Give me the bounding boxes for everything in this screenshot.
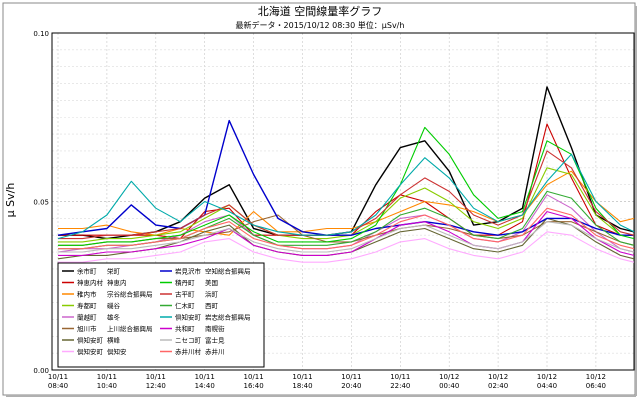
plot-area — [51, 32, 635, 371]
x-tick-labels: 10/1108:4010/1110:4010/1112:4010/1114:40… — [48, 373, 606, 390]
x-tick-time: 06:40 — [586, 382, 606, 390]
legend-town: 倶知安町 — [77, 336, 104, 345]
x-tick-date: 10/11 — [195, 373, 215, 381]
legend-town: 倶知安町 — [175, 313, 202, 322]
series-group — [57, 86, 635, 263]
x-tick-date: 10/11 — [341, 373, 361, 381]
legend-town: 古平町 — [175, 290, 195, 299]
x-tick-date: 10/11 — [390, 373, 410, 381]
x-tick-time: 08:40 — [48, 382, 68, 390]
y-axis-label: μ Sv/h — [4, 183, 17, 218]
x-tick-time: 04:40 — [537, 382, 557, 390]
legend-box — [57, 262, 265, 368]
y-tick-labels: 0.00 0.05 0.10 — [33, 30, 49, 375]
x-tick-date: 10/12 — [488, 373, 508, 381]
series-line — [57, 153, 635, 240]
legend-place: 空知総合振興局 — [205, 267, 251, 276]
legend-place: 磯谷 — [107, 301, 121, 310]
legend-place: 横峰 — [107, 336, 121, 345]
x-tick-date: 10/11 — [292, 373, 312, 381]
legend-town: 岩見沢市 — [175, 267, 202, 276]
legend-place: 栄町 — [107, 267, 121, 276]
y-tick-label: 0.10 — [33, 30, 49, 38]
x-tick-date: 10/11 — [244, 373, 264, 381]
series-line — [57, 119, 634, 236]
legend-place: 浜町 — [205, 290, 219, 299]
legend-town: 神恵内村 — [77, 278, 104, 287]
legend-town: 倶知安町 — [77, 347, 104, 356]
chart-title: 北海道 空間線量率グラフ — [258, 4, 383, 18]
legend-town: ニセコ町 — [175, 337, 202, 345]
legend-place: 倶知安 — [107, 347, 127, 356]
x-tick-date: 10/11 — [97, 373, 117, 381]
x-tick-time: 22:40 — [390, 382, 410, 390]
legend-town: 寿都町 — [77, 301, 97, 310]
x-tick-date: 10/11 — [146, 373, 166, 381]
legend-place: 宗谷総合振興局 — [107, 290, 153, 299]
x-tick-time: 00:40 — [439, 382, 459, 390]
legend-place: 神恵内 — [107, 278, 127, 287]
x-tick-time: 12:40 — [146, 382, 166, 390]
legend-place: 赤井川 — [205, 347, 225, 356]
legend-town: 余市町 — [77, 267, 97, 276]
legend-town: 積丹町 — [175, 278, 195, 287]
legend-place: 上川総合振興局 — [107, 324, 153, 333]
x-tick-time: 18:40 — [292, 382, 312, 390]
legend-town: 蘭越町 — [77, 313, 97, 322]
legend-town: 旭川市 — [77, 324, 97, 333]
legend-place: 岩志総合振興局 — [205, 313, 251, 322]
legend-town: 仁木町 — [175, 301, 195, 310]
x-tick-date: 10/11 — [48, 373, 68, 381]
legend-town: 稚内市 — [77, 290, 97, 299]
x-tick-time: 16:40 — [244, 382, 264, 390]
series-line — [58, 231, 635, 263]
series-line — [58, 126, 635, 246]
x-tick-date: 10/12 — [537, 373, 557, 381]
y-tick-label: 0.00 — [33, 367, 49, 375]
x-tick-time: 14:40 — [195, 382, 215, 390]
x-tick-time: 20:40 — [341, 382, 361, 390]
x-tick-date: 10/12 — [586, 373, 606, 381]
y-tick-label: 0.05 — [33, 199, 49, 207]
legend-place: 美国 — [205, 278, 218, 287]
chart-subtitle: 最新データ・2015/10/12 08:30 単位：μSv/h — [236, 20, 405, 30]
series-line — [58, 207, 635, 250]
x-tick-date: 10/12 — [439, 373, 459, 381]
legend-town: 赤井川村 — [175, 347, 202, 356]
series-line — [58, 211, 635, 256]
legend-place: 西町 — [205, 302, 219, 310]
legend-place: 富士見 — [205, 336, 225, 345]
x-tick-time: 10:40 — [97, 382, 117, 390]
legend-place: 南幌街 — [205, 324, 225, 333]
legend-town: 共和町 — [175, 324, 195, 333]
x-tick-time: 02:40 — [488, 382, 508, 390]
series-line — [58, 221, 635, 253]
legend-place: 雄冬 — [107, 313, 121, 322]
